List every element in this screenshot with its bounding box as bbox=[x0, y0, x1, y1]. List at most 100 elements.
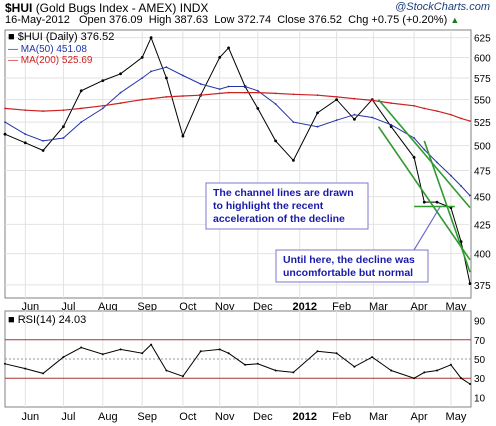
rsi-legend-marker: ■ bbox=[8, 314, 15, 326]
rsi-point bbox=[150, 343, 153, 346]
rsi-point bbox=[101, 353, 104, 356]
price-line-point bbox=[422, 200, 426, 204]
price-y-tick-label: 400 bbox=[474, 250, 491, 261]
ma50-legend: — MA(50) 451.08 bbox=[8, 44, 87, 55]
ma200-line-point bbox=[292, 93, 295, 96]
price-x-tick-label: Dec bbox=[253, 301, 273, 313]
price-x-tick-label: Apr bbox=[411, 301, 428, 313]
rsi-x-tick-label: May bbox=[446, 411, 467, 423]
ma50-line-point bbox=[460, 185, 462, 187]
ma200-legend-text: MA(200) 525.69 bbox=[21, 55, 93, 66]
rsi-point bbox=[24, 367, 27, 370]
annotation-2-pointer bbox=[413, 206, 441, 251]
ma200-line-point bbox=[227, 91, 230, 94]
ma50-line-point bbox=[371, 116, 374, 119]
price-x-tick-label: May bbox=[446, 301, 467, 313]
annotation-2-line-1: Until here, the decline was bbox=[283, 254, 415, 266]
ma50-line-point bbox=[199, 83, 202, 85]
ma50-line-point bbox=[150, 70, 153, 73]
rsi-point bbox=[436, 369, 438, 372]
rsi-point bbox=[460, 377, 463, 380]
ma50-line-point bbox=[390, 123, 393, 126]
rsi-point bbox=[181, 375, 184, 378]
ma200-line-point bbox=[182, 95, 184, 97]
ma50-line-point bbox=[469, 194, 471, 197]
price-legend-title: ■ $HUI (Daily) 376.52 bbox=[8, 31, 114, 43]
quote-low: Low 372.74 bbox=[214, 14, 272, 26]
price-line-point bbox=[79, 89, 83, 93]
price-line-point bbox=[119, 72, 122, 76]
ma50-line-point bbox=[101, 107, 104, 110]
rsi-point bbox=[335, 352, 338, 355]
ma50-line-point bbox=[436, 161, 438, 164]
rsi-point bbox=[62, 356, 65, 359]
ma50-line-point bbox=[274, 103, 277, 105]
ma50-legend-text: MA(50) 451.08 bbox=[21, 44, 88, 55]
price-line-point bbox=[149, 36, 153, 40]
rsi-point bbox=[423, 371, 426, 374]
exchange: INDX bbox=[179, 1, 209, 15]
rsi-x-tick-label: 2012 bbox=[293, 411, 317, 423]
price-series bbox=[3, 36, 472, 285]
price-x-tick-label: Aug bbox=[98, 301, 118, 313]
ma50-line-point bbox=[4, 121, 6, 123]
rsi-y-tick-label: 10 bbox=[474, 393, 486, 404]
price-line-point bbox=[316, 111, 319, 115]
rsi-point bbox=[353, 365, 356, 368]
rsi-point bbox=[371, 356, 374, 359]
ma200-line-point bbox=[80, 107, 83, 110]
ma50-line-point bbox=[316, 125, 319, 128]
ma200-line-point bbox=[42, 110, 44, 112]
price-x-tick-label: 2012 bbox=[293, 301, 317, 313]
rsi-y-ticks: 10 30 50 70 90 bbox=[474, 317, 486, 405]
ma200-line-point bbox=[353, 97, 356, 100]
price-x-tick-label: Oct bbox=[179, 301, 196, 313]
chart-heading: $HUI (Gold Bugs Index - AMEX) INDX bbox=[5, 1, 208, 15]
price-panel: 375 400 425 450 475 500 525 550 575 600 625 ■ $HUI… bbox=[3, 29, 491, 299]
quote-high: High 387.63 bbox=[148, 14, 209, 26]
rsi-y-tick-label: 90 bbox=[474, 317, 486, 328]
ma200-line-point bbox=[274, 92, 277, 95]
price-line-point bbox=[165, 76, 168, 80]
ma200-line-point bbox=[460, 117, 462, 120]
rsi-legend-text: RSI(14) 24.03 bbox=[18, 314, 86, 326]
ma200-line-point bbox=[141, 98, 144, 101]
ma200-line-point bbox=[62, 109, 65, 112]
price-y-tick-label: 600 bbox=[474, 53, 491, 64]
annotation-box-2 bbox=[275, 249, 429, 283]
annotation-2-line-2: uncomfortable but normal bbox=[283, 267, 413, 279]
ma50-line-point bbox=[244, 85, 247, 88]
price-legend-marker: ■ bbox=[8, 31, 15, 43]
price-x-tick-label: Mar bbox=[369, 301, 388, 313]
price-line-point bbox=[389, 125, 393, 129]
price-line-point bbox=[62, 125, 65, 129]
price-line-point bbox=[23, 141, 27, 145]
price-line-point bbox=[353, 117, 356, 121]
ma50-line-point bbox=[182, 74, 184, 77]
rsi-y-tick-label: 50 bbox=[474, 355, 486, 366]
brand-watermark: @StockCharts.com bbox=[395, 1, 490, 13]
price-line-point bbox=[218, 56, 222, 59]
price-x-axis-labels: Jun Jul Aug Sep Oct Nov Dec 2012 Feb Mar Apr May bbox=[21, 301, 466, 313]
ma200-line-point bbox=[165, 96, 168, 98]
ma50-line-point bbox=[353, 113, 356, 116]
rsi-x-tick-label: Dec bbox=[253, 411, 273, 423]
price-y-tick-label: 500 bbox=[474, 142, 491, 153]
ma200-line-point bbox=[256, 91, 259, 94]
ma200-line-point bbox=[390, 102, 393, 104]
rsi-point bbox=[4, 362, 6, 365]
ma200-line-point bbox=[371, 99, 374, 102]
ma200-legend: — MA(200) 525.69 bbox=[8, 55, 93, 66]
price-line-point bbox=[140, 56, 144, 59]
price-y-tick-label: 625 bbox=[474, 34, 491, 45]
rsi-x-tick-label: Sep bbox=[137, 411, 157, 423]
index-name: (Gold Bugs Index - AMEX) bbox=[35, 1, 177, 15]
rsi-point bbox=[165, 369, 168, 372]
annotation-1-line-1: The channel lines are drawn bbox=[213, 187, 354, 199]
rsi-point bbox=[227, 352, 230, 355]
symbol: $HUI bbox=[5, 1, 33, 15]
price-line-point bbox=[41, 149, 45, 152]
rsi-x-tick-label: Aug bbox=[98, 411, 118, 423]
ma200-line-point bbox=[150, 97, 153, 100]
